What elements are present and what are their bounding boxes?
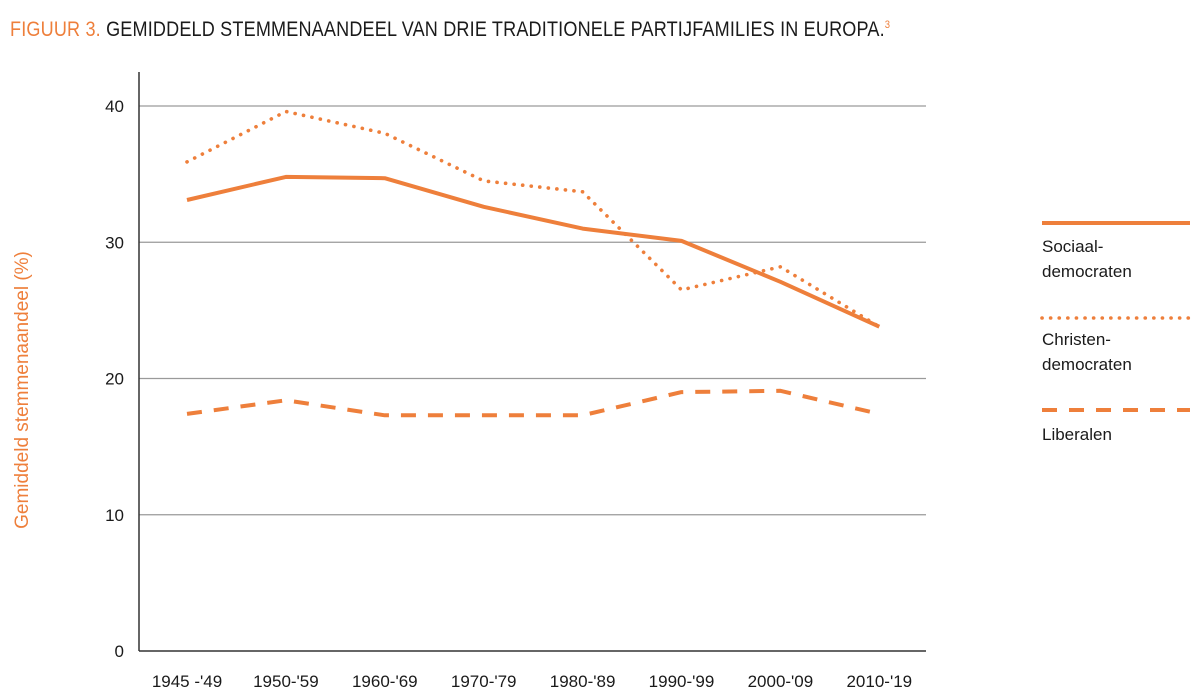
series-line-1 — [185, 109, 882, 329]
footnote-marker: 3 — [884, 19, 891, 31]
y-tick-label-40: 40 — [105, 97, 124, 116]
legend-label-2-0: Liberalen — [1042, 425, 1112, 444]
figure-number: FIGUUR 3. — [10, 18, 101, 41]
y-tick-label-30: 30 — [105, 233, 124, 252]
y-tick-label-20: 20 — [105, 370, 124, 389]
x-tick-label-3: 1970-'79 — [451, 672, 517, 691]
axes — [138, 72, 926, 652]
x-axis-ticks: 1945 -'49 1950-'59 1960-'69 1970-'79 1980-'8… — [152, 672, 912, 691]
series-lines — [185, 109, 882, 418]
legend-label-0-1: democraten — [1042, 262, 1132, 281]
series-line-0 — [186, 174, 881, 329]
legend: Sociaal-democraten Christen-democraten Lib… — [1040, 221, 1192, 444]
x-tick-label-4: 1980-'89 — [550, 672, 616, 691]
x-tick-label-5: 1990-'99 — [649, 672, 715, 691]
y-axis-label: Gemiddeld stemmenaandeel (%) — [12, 251, 33, 529]
series-line-2 — [186, 388, 880, 418]
y-axis-ticks: 0 10 20 30 40 — [105, 97, 124, 661]
x-tick-label-6: 2000-'09 — [748, 672, 814, 691]
y-tick-label-0: 0 — [115, 642, 124, 661]
x-tick-label-7: 2010-'19 — [846, 672, 912, 691]
figure-title: FIGUUR 3. GEMIDDELD STEMMENAANDEEL VAN D… — [10, 18, 890, 42]
legend-label-1-0: Christen- — [1042, 330, 1111, 349]
y-tick-label-10: 10 — [105, 506, 124, 525]
gridlines — [139, 105, 926, 516]
x-tick-label-0: 1945 -'49 — [152, 672, 222, 691]
x-tick-label-2: 1960-'69 — [352, 672, 418, 691]
x-tick-label-1: 1950-'59 — [253, 672, 319, 691]
legend-label-1-1: democraten — [1042, 355, 1132, 374]
figure-title-text: GEMIDDELD STEMMENAANDEEL VAN DRIE TRADIT… — [106, 18, 885, 41]
legend-label-0-0: Sociaal- — [1042, 237, 1103, 256]
